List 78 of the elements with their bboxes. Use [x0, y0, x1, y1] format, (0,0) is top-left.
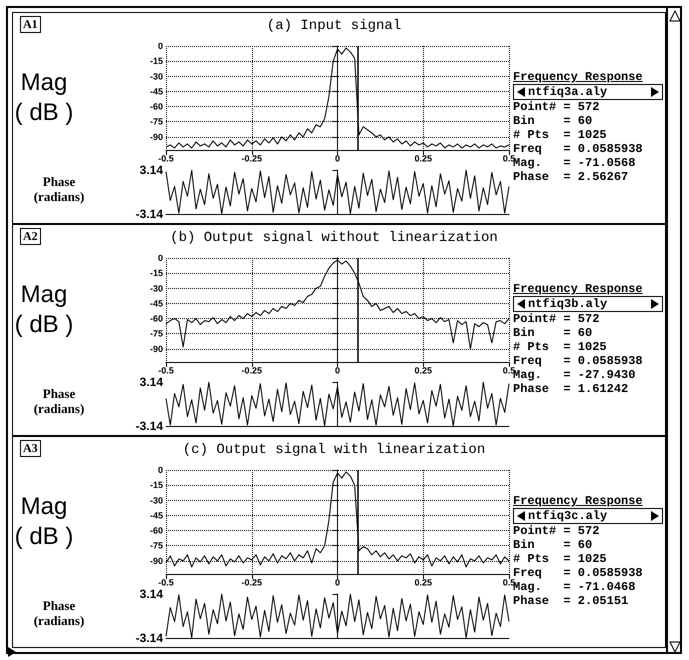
text: Freq = 0.0585938 — [513, 354, 644, 368]
y-axis-title: Mag ( dB ) — [14, 280, 74, 340]
y-tick-label: -75 — [150, 116, 163, 127]
line-series — [166, 170, 510, 214]
line-series — [166, 48, 510, 148]
chart-title: (c) Output signal with linearization — [182, 442, 486, 458]
y-tick-label: -90 — [150, 556, 163, 566]
x-tick-label: -0.5 — [158, 578, 174, 588]
y-axis-title: Phase (radians) — [32, 174, 86, 204]
text: Bin = 60 — [513, 538, 594, 552]
y-tick-label: -45 — [150, 86, 163, 96]
y-axis-title: Mag ( dB ) — [14, 68, 74, 128]
x-tick-label: -0.25 — [241, 578, 262, 588]
y-tick-label: -45 — [150, 510, 163, 520]
y-tick-label: -60 — [150, 526, 163, 536]
text: A1 — [20, 16, 41, 33]
text: # Pts = 1025 — [513, 128, 608, 142]
text: Mag. = -71.0568 — [513, 156, 636, 170]
text: # Pts = 1025 — [513, 340, 608, 354]
y-tick-label: -60 — [150, 314, 163, 324]
y-tick-label: 0 — [158, 253, 163, 263]
x-tick-label: 0.25 — [414, 578, 432, 588]
y-tick-label: -15 — [150, 268, 163, 278]
y-tick-label: 3.14 — [140, 163, 164, 177]
y-tick-label: -3.14 — [136, 207, 164, 221]
y-tick-label: -75 — [150, 540, 163, 551]
y-tick-label: -3.14 — [136, 419, 164, 433]
y-tick-label: 0 — [158, 41, 163, 51]
y-tick-label: -15 — [150, 56, 163, 66]
text: Point# = 572 — [513, 524, 600, 538]
text: Bin = 60 — [513, 326, 594, 340]
y-tick-label: 0 — [158, 465, 163, 475]
text: Frequency Response — [513, 282, 644, 296]
text: Phase = 2.56267 — [513, 170, 630, 184]
y-tick-label: -30 — [150, 71, 163, 82]
y-tick-label: -3.14 — [136, 631, 164, 645]
text: Freq = 0.0585938 — [513, 566, 644, 580]
y-tick-label: -75 — [150, 328, 163, 339]
text: ntfiq3a.aly — [528, 85, 608, 99]
text: Point# = 572 — [513, 100, 600, 114]
text: Point# = 572 — [513, 312, 600, 326]
y-tick-label: -30 — [150, 283, 163, 294]
x-tick-label: -0.25 — [241, 366, 262, 376]
chart-title: (b) Output signal without linearization — [170, 230, 498, 246]
x-tick-label: -0.5 — [158, 366, 174, 376]
text: ntfiq3b.aly — [528, 297, 608, 311]
y-tick-label: 3.14 — [140, 587, 164, 601]
x-tick-label: -0.5 — [158, 154, 174, 164]
x-tick-label: 0.25 — [414, 154, 432, 164]
y-tick-label: 3.14 — [140, 375, 164, 389]
y-axis-title: Mag ( dB ) — [14, 492, 74, 552]
x-tick-label: 0 — [334, 366, 340, 376]
text: Phase = 2.05151 — [513, 594, 630, 608]
text: ntfiq3c.aly — [528, 509, 608, 523]
x-tick-label: -0.25 — [241, 154, 262, 164]
text: Frequency Response — [513, 70, 644, 84]
text: A2 — [20, 228, 41, 245]
y-tick-label: -30 — [150, 495, 163, 506]
y-tick-label: -90 — [150, 344, 163, 354]
x-tick-label: 0 — [334, 154, 340, 164]
text: # Pts = 1025 — [513, 552, 608, 566]
y-tick-label: -15 — [150, 480, 163, 490]
y-tick-label: -60 — [150, 102, 163, 112]
y-axis-title: Phase (radians) — [32, 386, 86, 416]
text: Frequency Response — [513, 494, 644, 508]
text: Freq = 0.0585938 — [513, 142, 644, 156]
text: Bin = 60 — [513, 114, 594, 128]
y-tick-label: -90 — [150, 132, 163, 142]
text: Mag. = -71.0468 — [513, 580, 636, 594]
y-axis-title: Phase (radians) — [32, 598, 86, 628]
text: A3 — [20, 440, 41, 457]
x-tick-label: 0 — [334, 578, 340, 588]
y-tick-label: -45 — [150, 298, 163, 308]
chart-title: (a) Input signal — [266, 18, 402, 34]
line-series — [166, 382, 510, 426]
x-tick-label: 0.25 — [414, 366, 432, 376]
text: Phase = 1.61242 — [513, 382, 630, 396]
text: Mag. = -27.9430 — [513, 368, 636, 382]
